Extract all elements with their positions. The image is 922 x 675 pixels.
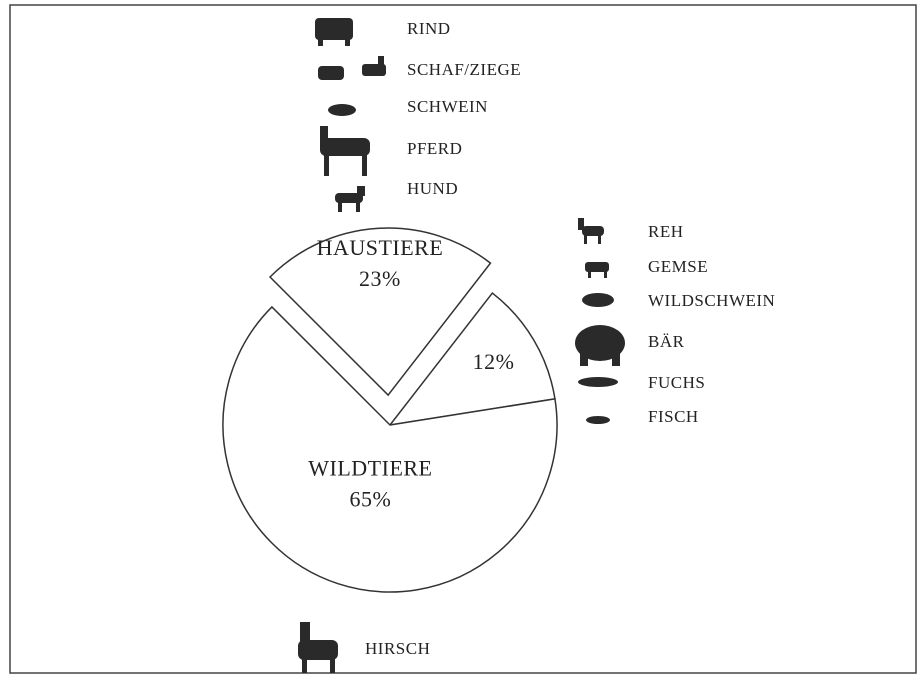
wild-animal-label: HIRSCH [365,639,430,658]
domestic-animal-label: RIND [407,19,451,38]
wild-animal-label: WILDSCHWEIN [648,291,775,310]
domestic-animal-label: SCHAF/ZIEGE [407,60,521,79]
slice-value-label: 65% [349,486,391,511]
slice-label: WILDTIERE [308,455,432,480]
slice-label: HAUSTIERE [317,235,444,260]
chart: HAUSTIERE 23% 12% WILDTIERE 65% RIND SCHAF/ZI… [0,0,922,675]
wild-animal-label: FUCHS [648,373,705,392]
pie: HAUSTIERE 23% 12% WILDTIERE 65% [223,228,557,592]
domestic-animal-label: HUND [407,179,458,198]
wild-animal-label: BÄR [648,332,685,351]
domestic-animal-label: SCHWEIN [407,97,488,116]
wild-animal-label: GEMSE [648,257,708,276]
domestic-animal-label: PFERD [407,139,462,158]
wild-animal-label: FISCH [648,407,699,426]
wild-animal-label: REH [648,222,684,241]
slice-value-label: 23% [359,266,401,291]
slice-value-label: 12% [473,349,515,374]
